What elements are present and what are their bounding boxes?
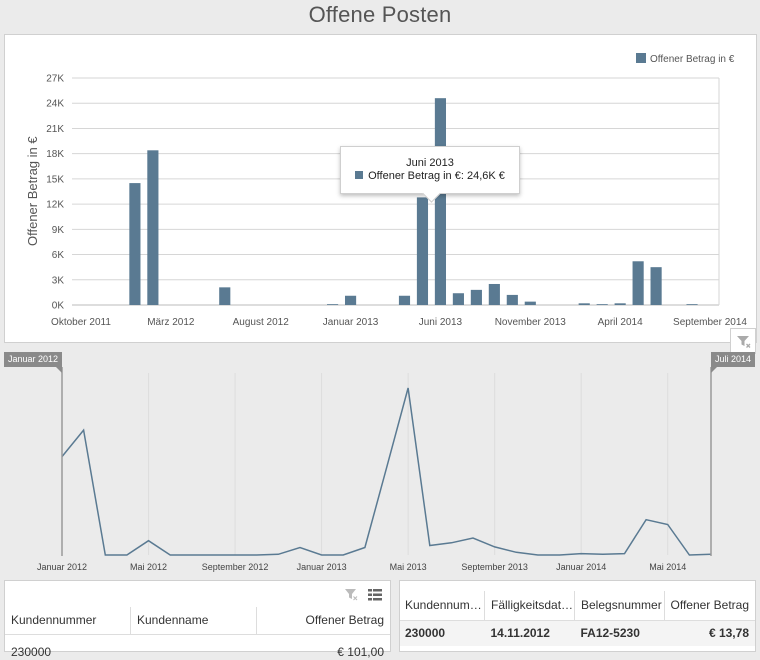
range-start-label[interactable]: Januar 2012 xyxy=(4,352,63,367)
bar[interactable] xyxy=(470,289,482,305)
y-tick-label: 27K xyxy=(46,74,64,85)
y-tick-label: 0K xyxy=(52,301,65,312)
bar[interactable] xyxy=(416,197,429,305)
cell-kundenname xyxy=(131,634,257,660)
column-header-belegsnummer[interactable]: Belegsnummer xyxy=(574,591,665,620)
bar[interactable] xyxy=(398,295,411,305)
customer-table: Kundennummer Kundenname Offener Betrag 2… xyxy=(5,607,390,660)
bar[interactable] xyxy=(506,294,518,305)
customer-table-panel: Kundennummer Kundenname Offener Betrag 2… xyxy=(4,580,391,659)
bar[interactable] xyxy=(219,287,231,305)
bar-chart-panel: 0K 3K 6K 9K 12K 15K 18K 21K 24K 27K Oktober 2011 M… xyxy=(4,34,757,343)
tooltip-value: Offener Betrag in €: 24,6K € xyxy=(368,170,505,182)
tooltip-row: Offener Betrag in €: 24,6K € xyxy=(341,170,519,182)
column-header-offener-betrag[interactable]: Offener Betrag xyxy=(670,598,750,613)
bar[interactable] xyxy=(488,283,500,305)
column-header-offener-betrag[interactable]: Offener Betrag xyxy=(305,613,385,628)
cell-offener-betrag: € 101,00 xyxy=(337,644,384,659)
navigator-chart[interactable]: Januar 2012 Mai 2012 September 2012 Januar … xyxy=(0,348,760,576)
column-header-kundennummer[interactable]: Kundennummer xyxy=(5,607,131,634)
navigator-x-tick-label: September 2013 xyxy=(461,562,528,572)
range-handle-left-tab[interactable] xyxy=(56,367,62,373)
x-tick-label: November 2013 xyxy=(495,317,567,328)
table-row[interactable]: 230000 € 101,00 xyxy=(5,634,390,660)
y-tick-label: 6K xyxy=(52,250,65,261)
bar[interactable] xyxy=(614,303,626,305)
table-header-row: Kundennummer Kundenname Offener Betrag xyxy=(5,607,390,634)
y-tick-label: 3K xyxy=(52,275,65,286)
bar[interactable] xyxy=(344,295,357,305)
y-tick-label: 18K xyxy=(46,149,64,160)
legend-label[interactable]: Offener Betrag in € xyxy=(650,54,735,65)
bar[interactable] xyxy=(434,98,447,305)
bar[interactable] xyxy=(632,261,644,305)
x-tick-label: September 2014 xyxy=(673,317,747,328)
y-tick-label: 12K xyxy=(46,200,64,211)
bar[interactable] xyxy=(596,304,608,305)
x-tick-label: Oktober 2011 xyxy=(51,317,111,328)
column-header-kundennummer[interactable]: Kundennum… xyxy=(400,591,485,620)
column-header-kundenname[interactable]: Kundenname xyxy=(130,607,257,634)
page-title: Offene Posten xyxy=(308,2,452,27)
y-tick-label: 15K xyxy=(46,174,64,185)
navigator-x-tick-label: Mai 2014 xyxy=(649,562,686,572)
bar[interactable] xyxy=(327,304,339,305)
bar[interactable] xyxy=(452,293,464,305)
document-table: Kundennum… Fälligkeitsdat… Belegsnummer … xyxy=(400,591,755,646)
y-tick-label: 21K xyxy=(46,124,64,135)
filter-icon xyxy=(737,336,751,348)
document-table-panel: Kundennum… Fälligkeitsdat… Belegsnummer … xyxy=(399,580,756,652)
bar[interactable] xyxy=(129,183,141,305)
y-tick-label: 24K xyxy=(46,99,64,110)
filter-clear-icon[interactable] xyxy=(344,588,358,606)
column-header-faelligkeitsdatum[interactable]: Fälligkeitsdat… xyxy=(484,591,575,620)
legend-swatch xyxy=(636,53,646,63)
cell-belegsnummer: FA12-5230 xyxy=(580,626,640,641)
navigator-x-tick-label: Mai 2012 xyxy=(130,562,167,572)
x-tick-label: März 2012 xyxy=(147,317,195,328)
x-tick-label: Juni 2013 xyxy=(419,317,463,328)
navigator-x-tick-label: Januar 2014 xyxy=(556,562,606,572)
filter-button[interactable] xyxy=(730,328,756,354)
navigator-x-tick-label: Januar 2012 xyxy=(37,562,87,572)
column-chooser-icon[interactable] xyxy=(368,588,382,606)
bar[interactable] xyxy=(147,150,159,305)
y-axis-title: Offener Betrag in € xyxy=(25,136,40,246)
bar[interactable] xyxy=(650,267,662,305)
chart-tooltip: Juni 2013 Offener Betrag in €: 24,6K € xyxy=(340,146,520,203)
navigator-x-tick-label: Mai 2013 xyxy=(390,562,427,572)
x-tick-label: August 2012 xyxy=(233,317,290,328)
tooltip-title: Juni 2013 xyxy=(406,157,454,169)
table-header-row: Kundennum… Fälligkeitsdat… Belegsnummer … xyxy=(400,591,755,620)
range-handle-right-tab[interactable] xyxy=(711,367,717,373)
bar[interactable] xyxy=(578,303,590,305)
bar[interactable] xyxy=(686,304,698,305)
x-tick-label: Januar 2013 xyxy=(323,317,379,328)
cell-faelligkeitsdatum: 14.11.2012 xyxy=(490,626,550,641)
cell-offener-betrag: € 13,78 xyxy=(708,626,749,641)
x-tick-label: April 2014 xyxy=(598,317,643,328)
navigator-x-tick-label: Januar 2013 xyxy=(297,562,347,572)
cell-kundennummer: 230000 xyxy=(11,644,52,659)
bar-chart: 0K 3K 6K 9K 12K 15K 18K 21K 24K 27K Oktober 2011 M… xyxy=(25,53,747,328)
y-tick-label: 9K xyxy=(52,225,65,236)
table-row[interactable]: 230000 14.11.2012 FA12-5230 € 13,78 xyxy=(400,620,755,646)
navigator-series-line xyxy=(61,387,712,556)
bar[interactable] xyxy=(524,301,536,305)
range-end-label[interactable]: Juli 2014 xyxy=(711,352,756,367)
tooltip-swatch xyxy=(355,171,364,179)
table-toolbar xyxy=(338,588,382,606)
navigator-x-tick-label: September 2012 xyxy=(202,562,269,572)
cell-kundennummer: 230000 xyxy=(405,626,446,641)
